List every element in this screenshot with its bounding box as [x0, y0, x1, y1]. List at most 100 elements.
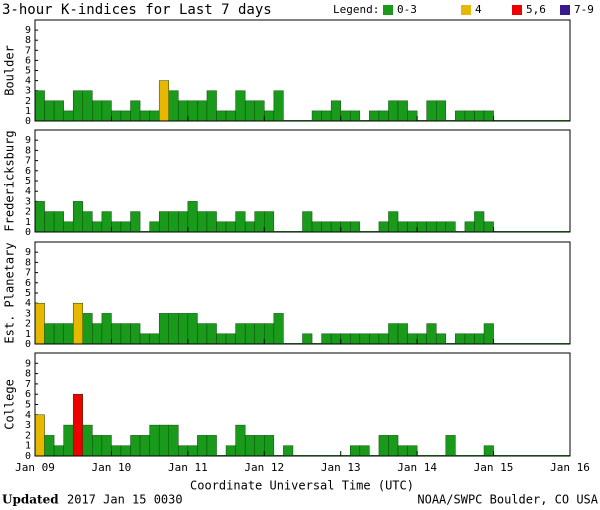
- chart-title: 3-hour K-indices for Last 7 days: [2, 2, 272, 18]
- bar: [397, 445, 408, 457]
- bar: [397, 323, 408, 345]
- bar: [397, 221, 408, 233]
- bar: [178, 211, 189, 233]
- bar: [92, 323, 103, 345]
- bar: [130, 100, 141, 122]
- y-tick-label: 4: [25, 186, 31, 197]
- y-tick-label: 1: [25, 441, 31, 452]
- y-tick-label: 0: [25, 227, 31, 238]
- bar: [416, 333, 427, 345]
- bar: [369, 333, 380, 345]
- bar: [197, 211, 208, 233]
- legend-swatch: [461, 5, 471, 15]
- bar: [187, 445, 198, 457]
- bar: [130, 435, 141, 457]
- bar: [388, 100, 399, 122]
- bar: [244, 323, 255, 345]
- bar: [72, 302, 84, 345]
- bar: [302, 333, 313, 345]
- bar: [436, 221, 447, 233]
- bar: [101, 100, 112, 122]
- bar: [101, 435, 112, 457]
- bar: [483, 221, 494, 233]
- y-tick-label: 6: [25, 55, 31, 66]
- bar: [158, 80, 169, 122]
- plot-frame: [34, 19, 571, 122]
- y-tick-label: 8: [25, 145, 31, 156]
- bar: [330, 100, 341, 122]
- y-tick-label: 6: [25, 278, 31, 289]
- y-tick-label: 5: [25, 400, 31, 411]
- bar: [178, 445, 189, 457]
- bar: [101, 313, 112, 345]
- bar: [235, 323, 246, 345]
- bar: [350, 110, 361, 122]
- y-tick-label: 9: [25, 358, 31, 369]
- y-tick-label: 7: [25, 268, 31, 279]
- bar: [216, 333, 227, 345]
- bar: [436, 333, 447, 345]
- bar: [216, 110, 227, 122]
- y-tick-label: 7: [25, 45, 31, 56]
- y-tick-label: 5: [25, 176, 31, 187]
- x-tick-label: Jan 16: [550, 461, 590, 474]
- bar: [53, 323, 64, 345]
- bar: [139, 110, 150, 122]
- bar: [197, 323, 208, 345]
- bar: [178, 313, 189, 345]
- legend-swatch: [560, 5, 570, 15]
- bar: [426, 221, 437, 233]
- bar: [436, 100, 447, 122]
- legend-label: Legend:: [333, 3, 379, 16]
- x-tick-label: Jan 09: [15, 461, 55, 474]
- plot-frame: [34, 352, 571, 457]
- bar: [82, 313, 93, 345]
- bar: [340, 333, 351, 345]
- y-tick-label: 3: [25, 196, 31, 207]
- x-tick-label: Jan 14: [397, 461, 437, 474]
- bar: [311, 221, 322, 233]
- y-axis-label: Est. Planetary: [3, 242, 17, 343]
- bar: [82, 211, 93, 233]
- y-axis-label: Fredericksburg: [3, 130, 17, 231]
- y-tick-label: 9: [25, 25, 31, 36]
- bar: [474, 211, 485, 233]
- bar: [350, 221, 361, 233]
- legend-swatch: [383, 5, 393, 15]
- bar: [359, 333, 370, 345]
- bar: [378, 110, 389, 122]
- y-tick-label: 0: [25, 339, 31, 350]
- bar: [53, 100, 64, 122]
- x-axis-label: Coordinate Universal Time (UTC): [190, 479, 414, 493]
- bar: [321, 221, 332, 233]
- bar: [111, 110, 122, 122]
- bar: [397, 100, 408, 122]
- y-tick-label: 6: [25, 166, 31, 177]
- bar: [302, 211, 313, 233]
- legend-entry: 4: [475, 3, 482, 16]
- bar: [34, 414, 45, 457]
- bar: [407, 333, 418, 345]
- bar: [426, 323, 437, 345]
- y-axis-label: College: [3, 379, 17, 430]
- bar: [168, 424, 179, 457]
- bar: [158, 424, 169, 457]
- bar: [120, 221, 131, 233]
- y-tick-label: 8: [25, 257, 31, 268]
- bar: [130, 323, 141, 345]
- bar: [235, 211, 246, 233]
- bar: [244, 100, 255, 122]
- y-tick-label: 8: [25, 35, 31, 46]
- bar: [158, 211, 169, 233]
- y-tick-label: 9: [25, 135, 31, 146]
- y-tick-label: 4: [25, 76, 31, 87]
- credit: NOAA/SWPC Boulder, CO USA: [417, 493, 598, 507]
- bar: [273, 313, 284, 345]
- bar: [206, 323, 217, 345]
- y-tick-label: 4: [25, 410, 31, 421]
- bar: [92, 100, 103, 122]
- bar: [340, 221, 351, 233]
- y-tick-label: 9: [25, 247, 31, 258]
- bar: [407, 221, 418, 233]
